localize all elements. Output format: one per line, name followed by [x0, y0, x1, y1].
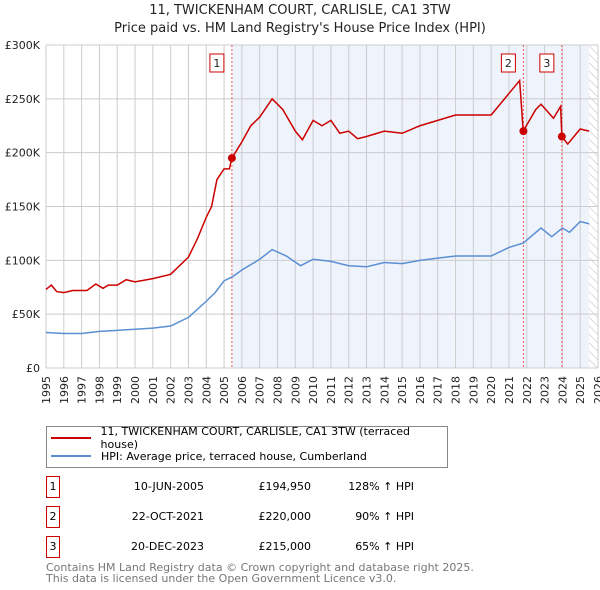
- y-tick-label: £250K: [5, 93, 41, 106]
- legend-item-property: 11, TWICKENHAM COURT, CARLISLE, CA1 3TW …: [51, 425, 447, 451]
- hpi-line: [45, 220, 590, 335]
- x-tick-label: 2025: [574, 376, 587, 404]
- x-tick-label: 2010: [307, 376, 320, 404]
- sale-price: £194,950: [258, 480, 312, 493]
- x-tick-label: 2012: [343, 376, 356, 404]
- x-tick-label: 2007: [254, 376, 267, 404]
- x-tick-label: 2023: [539, 376, 552, 404]
- sale-point: [557, 132, 566, 141]
- x-tick-label: 2005: [218, 376, 231, 404]
- x-tick-label: 2003: [182, 376, 195, 404]
- legend-label: 11, TWICKENHAM COURT, CARLISLE, CA1 3TW …: [100, 425, 411, 451]
- sale-number: 2: [46, 506, 60, 528]
- x-tick-label: 1996: [58, 376, 71, 404]
- footer-copyright: Contains HM Land Registry data © Crown c…: [46, 561, 474, 574]
- x-tick-label: 2026: [592, 376, 600, 404]
- x-tick-label: 2006: [236, 376, 249, 404]
- legend-label: HPI: Average price, terraced house, Cumb…: [101, 449, 367, 463]
- x-tick-label: 2013: [361, 376, 374, 404]
- x-tick-label: 2022: [521, 376, 534, 404]
- x-tick-label: 2019: [467, 376, 480, 404]
- legend: 11, TWICKENHAM COURT, CARLISLE, CA1 3TW …: [46, 425, 448, 468]
- x-tick-label: 1997: [76, 376, 89, 404]
- x-tick-label: 2004: [200, 376, 213, 404]
- x-tick-label: 2011: [325, 376, 338, 404]
- x-tick-label: 1999: [111, 376, 124, 404]
- sale-point: [519, 127, 528, 136]
- sale-price: £215,000: [258, 540, 312, 553]
- sale-hpi: 90% ↑ HPI: [355, 510, 414, 523]
- x-tick-label: 2001: [147, 376, 160, 404]
- footer-licence: This data is licensed under the Open Gov…: [46, 572, 397, 585]
- x-tick-label: 2000: [129, 376, 142, 404]
- sale-number: 3: [46, 536, 60, 558]
- x-tick-label: 2021: [503, 376, 516, 404]
- y-tick-label: £100K: [5, 254, 41, 267]
- sale-marker-label: 1: [213, 57, 220, 70]
- property-price-line: [45, 78, 590, 294]
- y-tick-label: £0: [26, 362, 40, 375]
- x-tick-label: 2016: [414, 376, 427, 404]
- sale-hpi: 65% ↑ HPI: [355, 540, 414, 553]
- sale-marker-box: [500, 53, 516, 73]
- chart-subtitle: Price paid vs. HM Land Registry's House …: [114, 21, 486, 36]
- y-tick-label: £150K: [5, 201, 41, 214]
- x-tick-label: 2002: [165, 376, 178, 404]
- chart-title: 11, TWICKENHAM COURT, CARLISLE, CA1 3TW: [149, 3, 451, 18]
- sale-marker-box: [539, 53, 555, 73]
- sale-marker-label: 3: [543, 57, 550, 70]
- sale-hpi: 128% ↑ HPI: [348, 480, 414, 493]
- sale-number: 1: [46, 476, 60, 498]
- sale-price: £220,000: [258, 510, 312, 523]
- y-tick-label: £200K: [5, 147, 41, 160]
- sale-point: [227, 154, 236, 163]
- sale-row: 1 10-JUN-2005 £194,950 128% ↑ HPI: [46, 476, 446, 498]
- sale-date: 10-JUN-2005: [133, 480, 204, 493]
- sale-marker-label: 2: [505, 57, 512, 70]
- sale-row: 2 22-OCT-2021 £220,000 90% ↑ HPI: [46, 506, 446, 528]
- x-tick-label: 2020: [485, 376, 498, 404]
- y-tick-label: £50K: [12, 308, 41, 321]
- sale-date: 22-OCT-2021: [131, 510, 204, 523]
- sale-date: 20-DEC-2023: [130, 540, 204, 553]
- x-tick-label: 2024: [556, 376, 569, 404]
- x-tick-label: 2009: [289, 376, 302, 404]
- plot-area: 1995 1996 1997 1998 1999 2000 2001 2002 2003 2004…: [5, 39, 600, 404]
- sale-row: 3 20-DEC-2023 £215,000 65% ↑ HPI: [46, 536, 446, 558]
- x-tick-label: 2008: [271, 376, 284, 404]
- x-tick-label: 2014: [378, 376, 391, 404]
- x-tick-label: 1998: [93, 376, 106, 404]
- sale-marker-box: [209, 53, 225, 73]
- legend-item-hpi: HPI: Average price, terraced house, Cumb…: [51, 448, 367, 464]
- x-tick-label: 2018: [450, 376, 463, 404]
- y-tick-label: £300K: [5, 39, 41, 52]
- x-tick-label: 2017: [432, 376, 445, 404]
- x-tick-label: 1995: [40, 376, 53, 404]
- x-tick-label: 2015: [396, 376, 409, 404]
